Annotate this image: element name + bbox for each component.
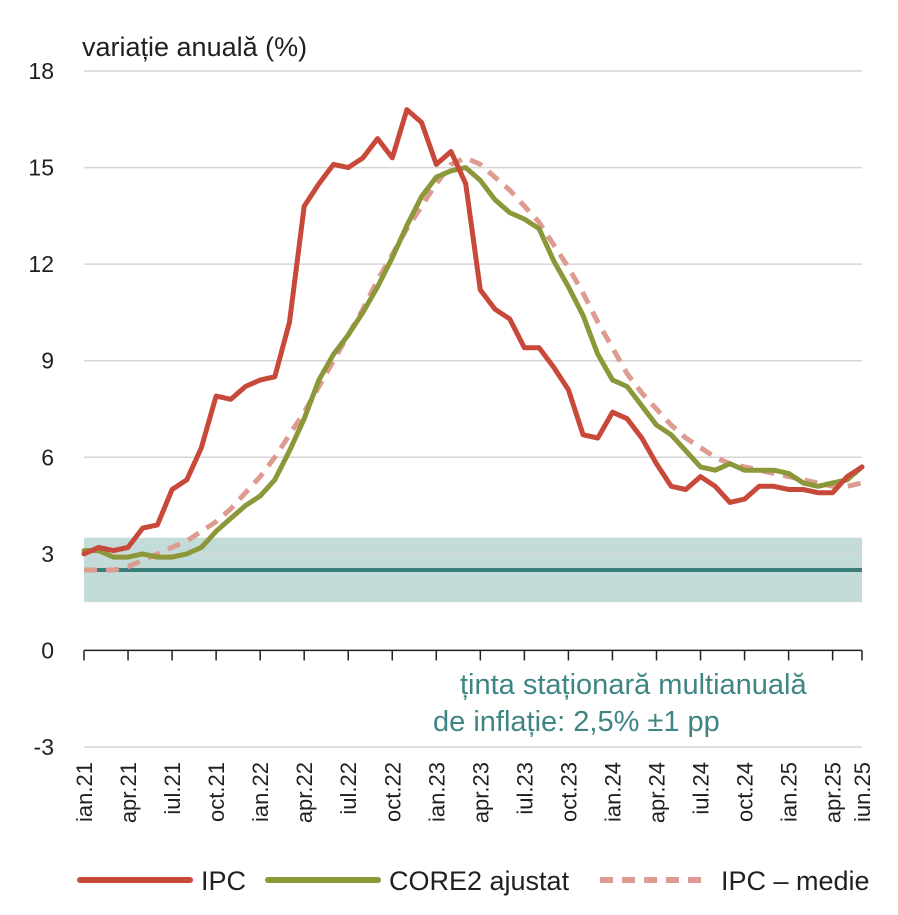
y-tick-label: 9 bbox=[41, 348, 54, 374]
series-layer bbox=[81, 107, 865, 573]
x-tick-label: ian.25 bbox=[777, 762, 802, 822]
x-tick-label: apr.22 bbox=[292, 762, 317, 823]
legend-label-2: CORE2 ajustat bbox=[389, 866, 570, 896]
legend-label-1: IPC bbox=[201, 866, 246, 896]
ipc-line bbox=[81, 107, 865, 557]
x-tick-label: oct.21 bbox=[204, 762, 229, 822]
x-tick-label: ian.23 bbox=[424, 762, 449, 822]
y-tick-label: -3 bbox=[34, 734, 54, 760]
x-tick-label: iul.24 bbox=[689, 762, 714, 815]
x-tick-label: oct.22 bbox=[380, 762, 405, 822]
grid-layer bbox=[84, 70, 862, 748]
x-tick-label: oct.23 bbox=[556, 762, 581, 822]
x-tick-label: ian.21 bbox=[72, 762, 97, 822]
x-tick-label: apr.23 bbox=[468, 762, 493, 823]
y-tick-label: 3 bbox=[41, 541, 54, 567]
target-annotation-line-2: de inflație: 2,5% ±1 pp bbox=[433, 706, 720, 738]
y-tick-label: 18 bbox=[28, 58, 54, 84]
ipc-mean-line bbox=[84, 155, 863, 573]
y-axis-label: variație anuală (%) bbox=[82, 32, 307, 62]
x-tick-label: ian.24 bbox=[600, 762, 625, 822]
x-tick-label: oct.24 bbox=[733, 762, 758, 822]
core2-line bbox=[81, 165, 865, 560]
legend-label-3: IPC – medie bbox=[721, 866, 870, 896]
y-tick-label: 6 bbox=[41, 444, 54, 470]
x-axis-layer: ian.21 apr.21 iul.21 oct.21 ian.22 apr.22 iul.… bbox=[72, 649, 875, 823]
target-annotation-line-1: ținta staționară multianuală bbox=[460, 669, 807, 701]
y-tick-label: 12 bbox=[28, 251, 54, 277]
x-tick-label: iul.21 bbox=[160, 762, 185, 815]
y-tick-label: 15 bbox=[28, 155, 54, 181]
x-tick-label: iul.23 bbox=[512, 762, 537, 815]
y-tick-layer: -3 0 3 6 9 12 15 18 bbox=[28, 58, 54, 760]
y-tick-label: 0 bbox=[41, 637, 54, 663]
target-band-layer bbox=[84, 537, 862, 603]
x-tick-label: apr.21 bbox=[116, 762, 141, 823]
x-tick-label: apr.24 bbox=[644, 762, 669, 823]
x-tick-label: ian.22 bbox=[248, 762, 273, 822]
x-tick-label: iun.25 bbox=[850, 762, 875, 822]
x-tick-label: apr.25 bbox=[821, 762, 846, 823]
legend: IPC CORE2 ajustat IPC – medie bbox=[77, 866, 870, 896]
x-tick-label: iul.22 bbox=[336, 762, 361, 815]
